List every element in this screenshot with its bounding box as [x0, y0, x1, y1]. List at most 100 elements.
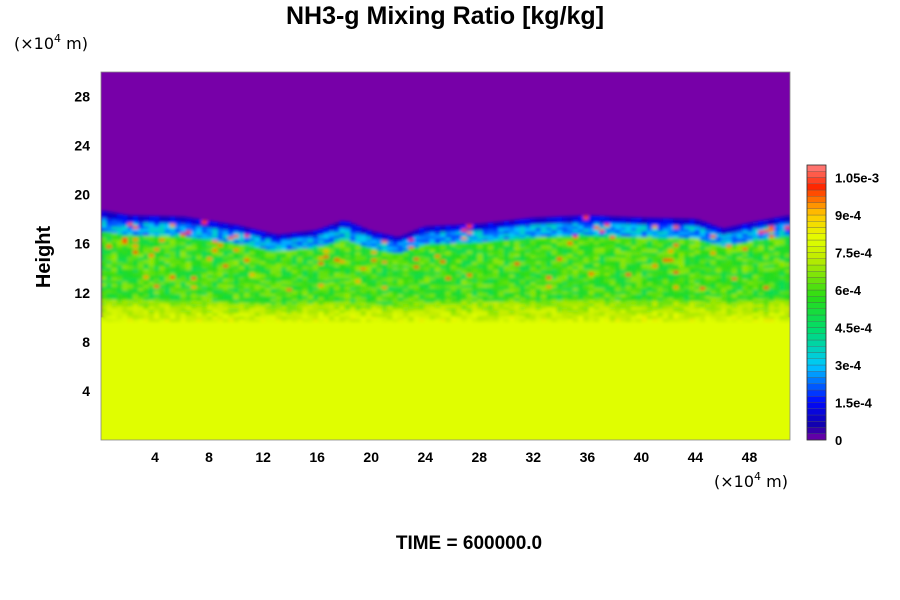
field-cell [270, 285, 277, 289]
field-cell [233, 295, 240, 300]
field-cell [132, 243, 139, 248]
field-cell [392, 269, 399, 273]
field-cell [689, 300, 696, 304]
field-cell [212, 297, 219, 302]
field-cell [646, 266, 654, 271]
field-cell [763, 240, 770, 245]
field-cell [228, 230, 235, 234]
field-cell [424, 287, 431, 292]
field-cell [111, 222, 118, 227]
field-cell [138, 237, 145, 242]
field-cell [381, 265, 389, 269]
field-cell [392, 239, 399, 243]
field-cell [344, 259, 351, 264]
field-cell [270, 264, 277, 269]
field-cell [207, 232, 214, 237]
field-cell [689, 312, 696, 316]
field-cell [344, 315, 351, 319]
field-cell [360, 255, 367, 260]
field-cell [556, 219, 563, 224]
field-cell [429, 284, 436, 289]
field-cell [440, 304, 447, 308]
field-cell [148, 296, 155, 301]
field-cell [466, 295, 473, 300]
field-cell [169, 317, 177, 322]
field-cell [731, 256, 738, 261]
field-cell [525, 272, 532, 277]
field-cell [424, 270, 431, 275]
field-cell [546, 229, 553, 234]
field-cell [360, 310, 367, 314]
field-cell [207, 238, 214, 243]
field-cell [456, 301, 463, 305]
field-cell [742, 309, 749, 314]
field-cell [191, 224, 198, 229]
field-cell [689, 306, 696, 310]
field-cell [196, 252, 203, 257]
field-cell [376, 277, 383, 281]
field-cell [699, 277, 707, 282]
field-cell [694, 303, 701, 308]
field-cell [551, 287, 558, 292]
field-cell [244, 299, 251, 303]
field-cell [339, 312, 346, 317]
field-cell [662, 317, 669, 322]
field-cell [466, 298, 473, 303]
field-cell [445, 287, 452, 292]
field-cell [779, 299, 786, 304]
field-cell [366, 297, 373, 301]
field-cell [196, 231, 203, 236]
field-cell [201, 300, 208, 305]
field-cell [737, 253, 744, 258]
field-cell [397, 263, 404, 268]
field-cell [381, 313, 389, 317]
field-cell [657, 257, 664, 262]
field-cell [180, 293, 187, 298]
field-cell [376, 300, 383, 304]
field-cell [291, 284, 298, 289]
field-cell [434, 253, 442, 258]
field-cell [519, 288, 526, 292]
field-cell [381, 295, 389, 300]
field-cell [265, 266, 272, 271]
field-cell [275, 295, 283, 300]
field-cell [567, 277, 574, 282]
field-cell [413, 232, 420, 237]
field-cell [758, 306, 765, 311]
field-cell [572, 287, 579, 292]
field-cell [334, 309, 341, 314]
field-cell [297, 258, 304, 262]
field-cell [498, 274, 505, 279]
field-cell [503, 221, 510, 225]
field-cell [122, 308, 129, 313]
field-cell [694, 270, 701, 275]
field-cell [434, 301, 442, 306]
field-cell [254, 262, 261, 266]
field-cell [625, 296, 632, 301]
field-cell [615, 235, 622, 240]
field-cell [631, 229, 638, 234]
field-cell [344, 294, 351, 299]
field-cell [482, 318, 489, 322]
field-cell [222, 240, 230, 245]
field-cell [609, 256, 616, 261]
field-cell [440, 231, 447, 236]
field-cell [556, 302, 563, 307]
field-cell [445, 278, 452, 283]
field-cell [514, 225, 521, 230]
colorbar-band [806, 346, 827, 353]
field-cell [588, 268, 595, 273]
field-cell [106, 272, 113, 278]
field-cell [376, 259, 383, 263]
field-cell [657, 299, 664, 304]
field-cell [487, 309, 495, 314]
field-cell [684, 225, 691, 229]
field-cell [540, 290, 548, 295]
field-cell [519, 318, 526, 322]
field-cell [530, 227, 537, 232]
field-cell [752, 291, 760, 296]
field-cell [270, 282, 277, 287]
field-cell [599, 311, 606, 316]
field-cell [784, 234, 790, 239]
field-cell [668, 230, 675, 235]
